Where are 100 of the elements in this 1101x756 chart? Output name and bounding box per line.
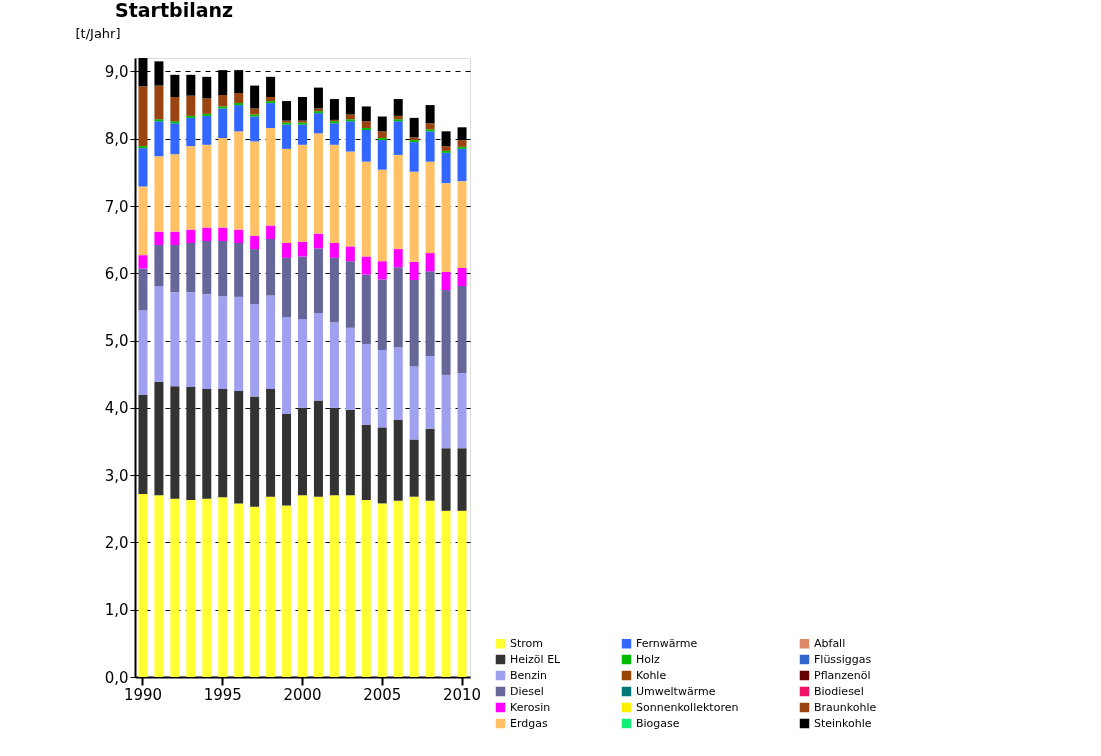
- bar: [377, 116, 387, 132]
- bar: [234, 92, 244, 104]
- bar: [234, 391, 244, 504]
- bar: [266, 389, 276, 497]
- bar: [170, 74, 180, 98]
- bar: [250, 506, 260, 677]
- bar: [266, 103, 276, 128]
- bar: [329, 407, 339, 496]
- bar: [425, 161, 435, 254]
- bar: [457, 181, 467, 268]
- bar: [345, 261, 355, 328]
- bar: [393, 121, 403, 155]
- legend-label: Abfall: [814, 636, 846, 650]
- y-tick-label: 0,0: [104, 668, 129, 687]
- bar: [329, 144, 339, 244]
- bar: [298, 241, 307, 257]
- bar: [441, 374, 451, 449]
- bar: [138, 148, 148, 187]
- bar: [361, 127, 371, 130]
- bar: [154, 231, 164, 246]
- bar: [361, 129, 371, 162]
- bar: [170, 292, 180, 387]
- bar: [441, 146, 451, 151]
- bar: [170, 498, 180, 677]
- bar: [282, 148, 292, 244]
- y-tick-label: 3,0: [104, 466, 129, 485]
- bar: [377, 279, 387, 351]
- bar: [218, 497, 228, 677]
- bar: [377, 503, 387, 677]
- y-tick-label: 5,0: [104, 332, 129, 351]
- legend-label: Sonnenkollektoren: [636, 700, 739, 714]
- bar: [393, 154, 403, 250]
- y-tick-label: 4,0: [104, 399, 129, 418]
- bar: [138, 310, 148, 396]
- legend-label: Steinkohle: [814, 716, 872, 730]
- legend-label: Kerosin: [510, 700, 551, 714]
- bar: [218, 106, 228, 109]
- bar: [138, 493, 148, 677]
- bar: [425, 253, 435, 272]
- bar: [409, 142, 419, 172]
- bar: [393, 119, 403, 122]
- bar: [202, 98, 212, 114]
- bar: [202, 241, 212, 295]
- bar: [361, 161, 371, 257]
- legend-label: Fernwärme: [636, 636, 698, 650]
- bar: [393, 500, 403, 677]
- bar: [313, 87, 323, 109]
- bar: [393, 249, 403, 268]
- bar: [425, 271, 435, 357]
- bar: [377, 131, 387, 139]
- bar: [345, 409, 355, 496]
- bar: [298, 97, 307, 121]
- bar: [345, 495, 355, 677]
- bar: [282, 101, 292, 121]
- bar: [170, 386, 180, 499]
- bar: [250, 304, 260, 397]
- legend-label: Flüssiggas: [814, 652, 872, 666]
- bar: [266, 127, 276, 226]
- bar: [441, 150, 451, 153]
- bar: [298, 407, 307, 496]
- bar: [234, 103, 244, 106]
- bar: [313, 133, 323, 234]
- bar: [329, 257, 339, 323]
- bar: [170, 121, 180, 124]
- bar: [218, 241, 228, 297]
- bar: [345, 119, 355, 122]
- bar: [234, 503, 244, 677]
- bar: [186, 500, 196, 677]
- bar: [409, 280, 419, 367]
- bar: [457, 448, 467, 511]
- bar: [170, 154, 180, 232]
- bar: [138, 146, 148, 149]
- legend-label: Pflanzenöl: [814, 668, 871, 682]
- bar: [457, 148, 467, 182]
- bar: [186, 74, 196, 96]
- bar: [138, 395, 148, 494]
- bar: [218, 296, 228, 390]
- bar: [361, 121, 371, 128]
- bar: [425, 105, 435, 124]
- bar: [154, 156, 164, 232]
- y-tick-label: 7,0: [104, 197, 129, 216]
- bar: [250, 108, 260, 115]
- bar: [202, 76, 212, 99]
- legend-label: Diesel: [510, 684, 544, 698]
- bar: [218, 389, 228, 498]
- bar: [202, 498, 212, 677]
- bar: [250, 141, 260, 236]
- bar: [138, 255, 148, 269]
- bar: [313, 248, 323, 313]
- bar: [186, 115, 196, 118]
- bar: [441, 183, 451, 272]
- bar: [154, 381, 164, 496]
- bar: [250, 396, 260, 507]
- bar: [425, 131, 435, 162]
- legend-label: Benzin: [510, 668, 548, 682]
- bar: [282, 505, 292, 677]
- y-tick-label: 2,0: [104, 533, 129, 552]
- bar: [377, 350, 387, 428]
- bar: [202, 294, 212, 390]
- bar: [234, 229, 244, 244]
